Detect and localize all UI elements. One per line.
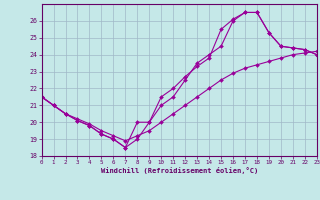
X-axis label: Windchill (Refroidissement éolien,°C): Windchill (Refroidissement éolien,°C) (100, 167, 258, 174)
